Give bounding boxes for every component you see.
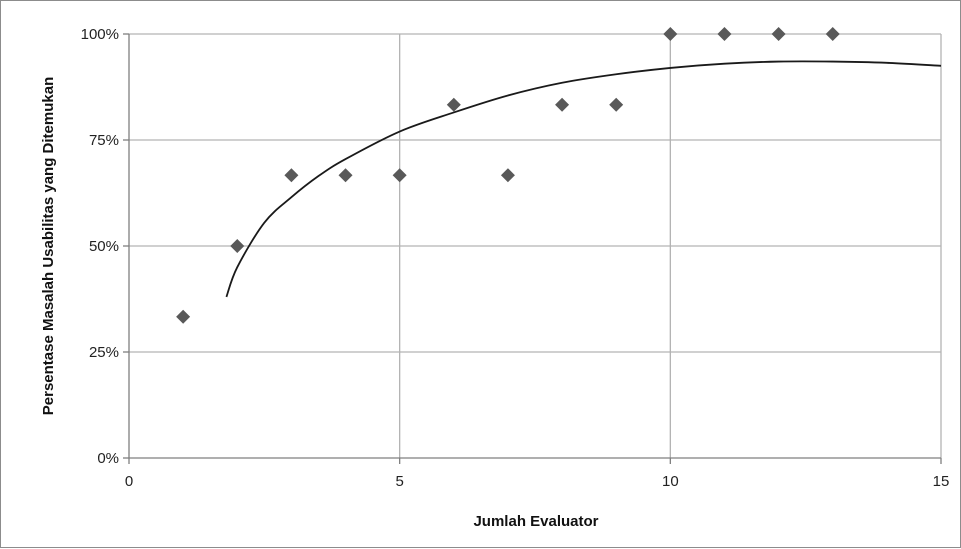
data-point (500, 168, 515, 183)
y-axis-title: Persentase Masalah Usabilitas yang Ditem… (40, 77, 57, 415)
x-tick-labels: 0 5 10 15 (125, 473, 950, 490)
x-tick-label: 5 (395, 473, 403, 490)
data-point (284, 168, 299, 183)
x-axis-title: Jumlah Evaluator (473, 513, 598, 530)
y-tick-label: 75% (89, 132, 119, 149)
data-point (230, 239, 245, 253)
data-point (609, 97, 624, 112)
y-tick-label: 0% (97, 450, 119, 467)
data-point (717, 27, 732, 41)
y-tick-label: 25% (89, 344, 119, 361)
data-point (825, 27, 840, 41)
trendline (225, 60, 942, 298)
y-tick-label: 50% (89, 238, 119, 255)
data-point (176, 309, 191, 324)
y-tick-labels: 0% 25% 50% 75% 100% (81, 26, 119, 467)
data-point (663, 27, 678, 41)
x-tick-label: 10 (662, 473, 679, 490)
y-tick-label: 100% (81, 26, 119, 43)
data-point (555, 97, 570, 112)
data-points (176, 27, 840, 324)
trendline-layer (225, 60, 942, 298)
x-tick-label: 15 (933, 473, 950, 490)
data-point (338, 168, 353, 183)
data-point (446, 97, 461, 112)
data-point (392, 168, 407, 183)
grid (129, 33, 942, 458)
axes (123, 33, 942, 464)
x-tick-label: 0 (125, 473, 133, 490)
data-point (771, 27, 786, 41)
